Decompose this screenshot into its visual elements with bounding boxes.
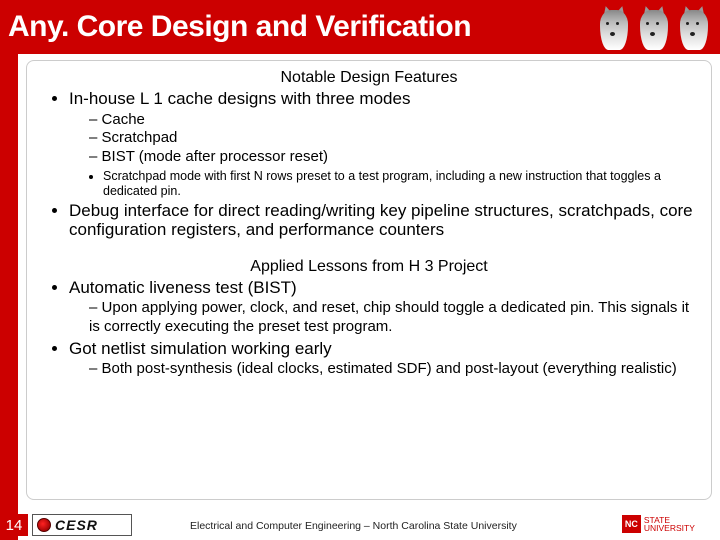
bullet-text: In-house L 1 cache designs with three mo… xyxy=(69,89,410,108)
footer: 14 CESR Electrical and Computer Engineer… xyxy=(0,508,720,540)
ncstate-logo-box: NC xyxy=(622,515,641,533)
footer-text: Electrical and Computer Engineering – No… xyxy=(190,520,517,532)
bullet: In-house L 1 cache designs with three mo… xyxy=(69,89,697,199)
section-1-bullets: In-house L 1 cache designs with three mo… xyxy=(41,89,697,240)
bullet-text: Automatic liveness test (BIST) xyxy=(69,278,297,297)
cesr-logo: CESR xyxy=(32,514,132,536)
bullet: Automatic liveness test (BIST) Upon appl… xyxy=(69,278,697,337)
section-header-1: Notable Design Features xyxy=(41,69,697,87)
section-header-2: Applied Lessons from H 3 Project xyxy=(41,258,697,276)
wolves-image xyxy=(594,2,714,52)
page-number: 14 xyxy=(0,514,28,536)
cesr-logo-text: CESR xyxy=(55,517,98,533)
bullet-text: Got netlist simulation working early xyxy=(69,339,332,358)
sub-sub-bullet: Scratchpad mode with first N rows preset… xyxy=(103,169,697,199)
sub-bullet: Upon applying power, clock, and reset, c… xyxy=(89,299,697,337)
sub-bullet: Both post-synthesis (ideal clocks, estim… xyxy=(89,360,697,379)
title-band: Any. Core Design and Verification xyxy=(0,0,720,54)
sub-bullet: Cache xyxy=(89,111,697,130)
slide-title: Any. Core Design and Verification xyxy=(0,10,471,44)
sub-bullet: Scratchpad xyxy=(89,129,697,148)
section-2-bullets: Automatic liveness test (BIST) Upon appl… xyxy=(41,278,697,379)
content-frame: Notable Design Features In-house L 1 cac… xyxy=(26,60,712,500)
ncstate-logo-text: STATE UNIVERSITY xyxy=(644,516,712,533)
slide: Any. Core Design and Verification Notabl… xyxy=(0,0,720,540)
bullet: Debug interface for direct reading/writi… xyxy=(69,201,697,240)
bullet: Got netlist simulation working early Bot… xyxy=(69,339,697,379)
sub-bullet: BIST (mode after processor reset) xyxy=(89,148,697,167)
cesr-logo-dot xyxy=(37,518,51,532)
ncstate-logo: NC STATE UNIVERSITY xyxy=(622,514,712,534)
left-rail xyxy=(0,54,18,540)
